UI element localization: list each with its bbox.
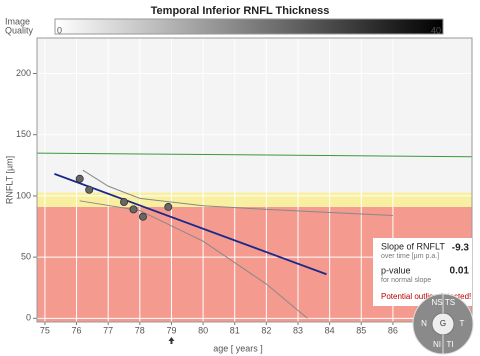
- y-tick-label: 200: [16, 68, 31, 78]
- navigator: NS TS N G T NI TI: [412, 293, 474, 355]
- stats-bg: [373, 238, 472, 306]
- quality-bar: [54, 18, 444, 35]
- band: [37, 38, 472, 193]
- trend-line: [82, 169, 393, 216]
- x-tick-label: 82: [261, 325, 271, 335]
- x-tick-label: 83: [293, 325, 303, 335]
- nav-label: TI: [446, 340, 453, 349]
- nav-label: G: [440, 319, 446, 328]
- x-tick-label: 76: [72, 325, 82, 335]
- nav-label: T: [460, 319, 465, 328]
- nav-label: NS: [431, 298, 442, 307]
- warning: Potential outlier detected!: [381, 292, 471, 301]
- data-point: [164, 202, 173, 211]
- data-point: [129, 205, 138, 214]
- outlier-arrow: [168, 337, 175, 344]
- x-tick-label: 86: [388, 325, 398, 335]
- trend-line: [36, 152, 473, 158]
- p-label: p-value: [381, 265, 411, 275]
- data-point: [138, 212, 147, 221]
- trend-line: [54, 173, 327, 276]
- x-tick-label: 75: [40, 325, 50, 335]
- y-tick-label: 150: [16, 129, 31, 139]
- p-sub: for normal slope: [381, 277, 431, 284]
- plot-frame: [36, 37, 473, 323]
- quality-label: Quality: [5, 25, 34, 35]
- y-tick-label: 50: [21, 251, 31, 261]
- x-tick-label: 81: [230, 325, 240, 335]
- slope-value: -9.3: [452, 243, 470, 254]
- slope-sub: over time [µm p.a.]: [381, 253, 439, 260]
- data-point: [120, 198, 129, 207]
- data-point: [85, 185, 94, 194]
- nav-label: TS: [445, 298, 455, 307]
- x-axis-label: age [ years ]: [213, 343, 263, 353]
- quality-max: 40: [431, 25, 441, 35]
- y-tick-label: 0: [26, 313, 31, 323]
- quality-min: 0: [57, 25, 62, 35]
- x-tick-label: 77: [103, 325, 113, 335]
- slope-label: Slope of RNFLT: [381, 241, 445, 251]
- y-axis-label: RNFLT [µm]: [4, 156, 14, 204]
- x-tick-label: 85: [356, 325, 366, 335]
- x-tick-label: 78: [135, 325, 145, 335]
- x-tick-label: 84: [325, 325, 335, 335]
- x-tick-label: 79: [166, 325, 176, 335]
- p-value: 0.01: [450, 266, 470, 277]
- nav-label: N: [421, 319, 427, 328]
- y-tick-label: 100: [16, 190, 31, 200]
- trend-line: [79, 200, 308, 319]
- data-point: [75, 174, 84, 183]
- stats-box: Slope of RNFLT over time [µm p.a.] -9.3 …: [373, 238, 472, 306]
- nav-label: NI: [433, 340, 441, 349]
- quality-label: Image: [5, 16, 30, 26]
- x-tick-label: 80: [198, 325, 208, 335]
- chart-title: Temporal Inferior RNFL Thickness: [151, 5, 330, 17]
